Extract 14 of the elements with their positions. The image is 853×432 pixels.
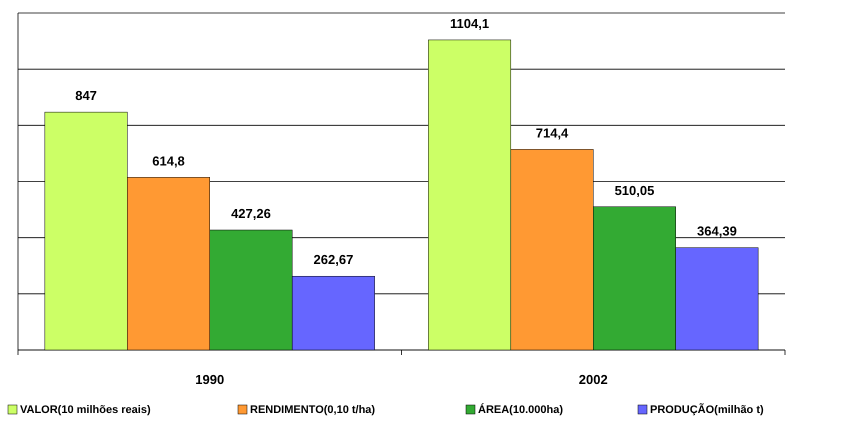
- legend-label: RENDIMENTO(0,10 t/ha): [250, 404, 376, 416]
- data-label: 714,4: [536, 125, 570, 140]
- legend-label: ÁREA(10.000ha): [478, 403, 564, 416]
- x-tick-label: 2002: [578, 372, 608, 387]
- data-label: 510,05: [614, 182, 654, 198]
- data-label: 614,8: [152, 153, 185, 168]
- data-label: 847: [75, 88, 97, 104]
- x-tick-label: 1990: [195, 372, 224, 387]
- data-label: 262,67: [314, 252, 354, 268]
- data-label: 1104,1: [450, 16, 490, 31]
- data-label: 364,39: [697, 224, 737, 239]
- legend-label: VALOR(10 milhões reais): [20, 404, 151, 416]
- legend-label: PRODUÇÃO(milhão t): [650, 403, 764, 416]
- data-label: 427,26: [231, 206, 271, 222]
